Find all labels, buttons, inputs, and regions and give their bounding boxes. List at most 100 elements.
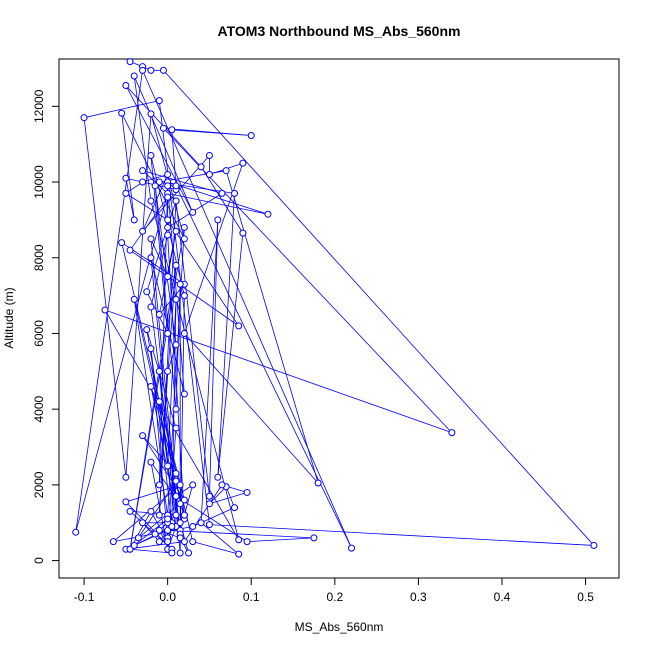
data-point — [109, 538, 117, 546]
series-segment — [167, 529, 314, 539]
data-point — [247, 131, 255, 139]
data-point — [172, 341, 180, 349]
data-point — [155, 398, 163, 406]
data-point — [172, 261, 180, 269]
x-tick-label: -0.1 — [74, 590, 95, 604]
data-point — [235, 550, 243, 558]
data-point — [159, 66, 167, 74]
data-point — [172, 477, 180, 485]
data-point — [222, 167, 230, 175]
data-point — [314, 479, 322, 487]
y-tick-label: 4000 — [32, 395, 46, 422]
data-point — [118, 109, 126, 117]
data-point — [235, 536, 243, 544]
data-point — [139, 167, 147, 175]
x-tick-label: 0.3 — [410, 590, 427, 604]
x-tick-label: 0.1 — [243, 590, 260, 604]
y-tick-label: 2000 — [32, 471, 46, 498]
data-point — [264, 210, 272, 218]
chart-title: ATOM3 Northbound MS_Abs_560nm — [218, 23, 461, 39]
series-segment — [183, 162, 244, 334]
data-point — [118, 239, 126, 247]
data-point — [155, 311, 163, 319]
data-point — [189, 523, 197, 531]
series-segment — [125, 193, 168, 221]
series-segment — [129, 227, 185, 550]
data-point — [172, 405, 180, 413]
data-point — [164, 193, 172, 201]
data-point — [147, 110, 155, 118]
series-segment — [125, 178, 135, 220]
series-segment — [142, 70, 352, 549]
data-point — [164, 329, 172, 337]
data-point — [126, 545, 134, 553]
data-point — [164, 231, 172, 239]
data-point — [231, 504, 239, 512]
data-point — [185, 549, 193, 557]
series-segment — [167, 299, 177, 466]
series-segment — [167, 181, 269, 215]
y-tick-label: 6000 — [32, 320, 46, 347]
data-point — [180, 538, 188, 546]
data-point — [139, 227, 147, 235]
data-point — [155, 511, 163, 519]
data-point — [172, 511, 180, 519]
data-point — [122, 81, 130, 89]
data-point — [147, 254, 155, 262]
data-point — [168, 549, 176, 557]
data-point — [126, 246, 134, 254]
series-segment — [138, 503, 181, 539]
series-segment — [163, 70, 595, 546]
data-point — [147, 66, 155, 74]
data-point — [189, 481, 197, 489]
series-segment — [150, 348, 173, 523]
data-point — [147, 382, 155, 390]
data-point — [155, 178, 163, 186]
data-point — [134, 534, 142, 542]
data-point — [164, 170, 172, 178]
data-point — [130, 72, 138, 80]
data-point — [155, 97, 163, 105]
data-point — [197, 163, 205, 171]
data-point — [101, 306, 109, 314]
data-point — [130, 295, 138, 303]
series-segment — [171, 129, 177, 186]
series-segment — [175, 200, 210, 497]
series-segment — [163, 128, 453, 433]
series-lines — [75, 61, 595, 555]
data-point — [164, 273, 172, 281]
series-segment — [138, 480, 177, 539]
data-point — [172, 492, 180, 500]
data-point — [180, 496, 188, 504]
data-point — [159, 124, 167, 132]
series-points — [72, 58, 598, 558]
y-tick-label: 8000 — [32, 244, 46, 271]
data-point — [218, 189, 226, 197]
data-point — [130, 216, 138, 224]
series-segment — [183, 484, 194, 516]
data-point — [164, 367, 172, 375]
series-segment — [133, 75, 194, 213]
series-segment — [142, 435, 185, 501]
data-point — [310, 534, 318, 542]
data-point — [147, 152, 155, 160]
x-tick-label: 0.2 — [326, 590, 343, 604]
series-segment — [225, 170, 319, 484]
data-point — [80, 114, 88, 122]
data-point — [168, 126, 176, 134]
data-point — [214, 216, 222, 224]
series-segment — [83, 117, 127, 478]
series-segment — [129, 249, 239, 327]
data-point — [448, 429, 456, 437]
data-point — [164, 526, 172, 534]
series-segment — [167, 231, 177, 277]
series-segment — [146, 200, 177, 292]
series-segment — [142, 174, 168, 183]
series-segment — [150, 386, 181, 535]
series-segment — [209, 524, 594, 546]
series-segment — [217, 233, 244, 478]
series-segment — [121, 113, 135, 220]
series-segment — [200, 166, 244, 234]
y-tick-label: 12000 — [32, 89, 46, 123]
